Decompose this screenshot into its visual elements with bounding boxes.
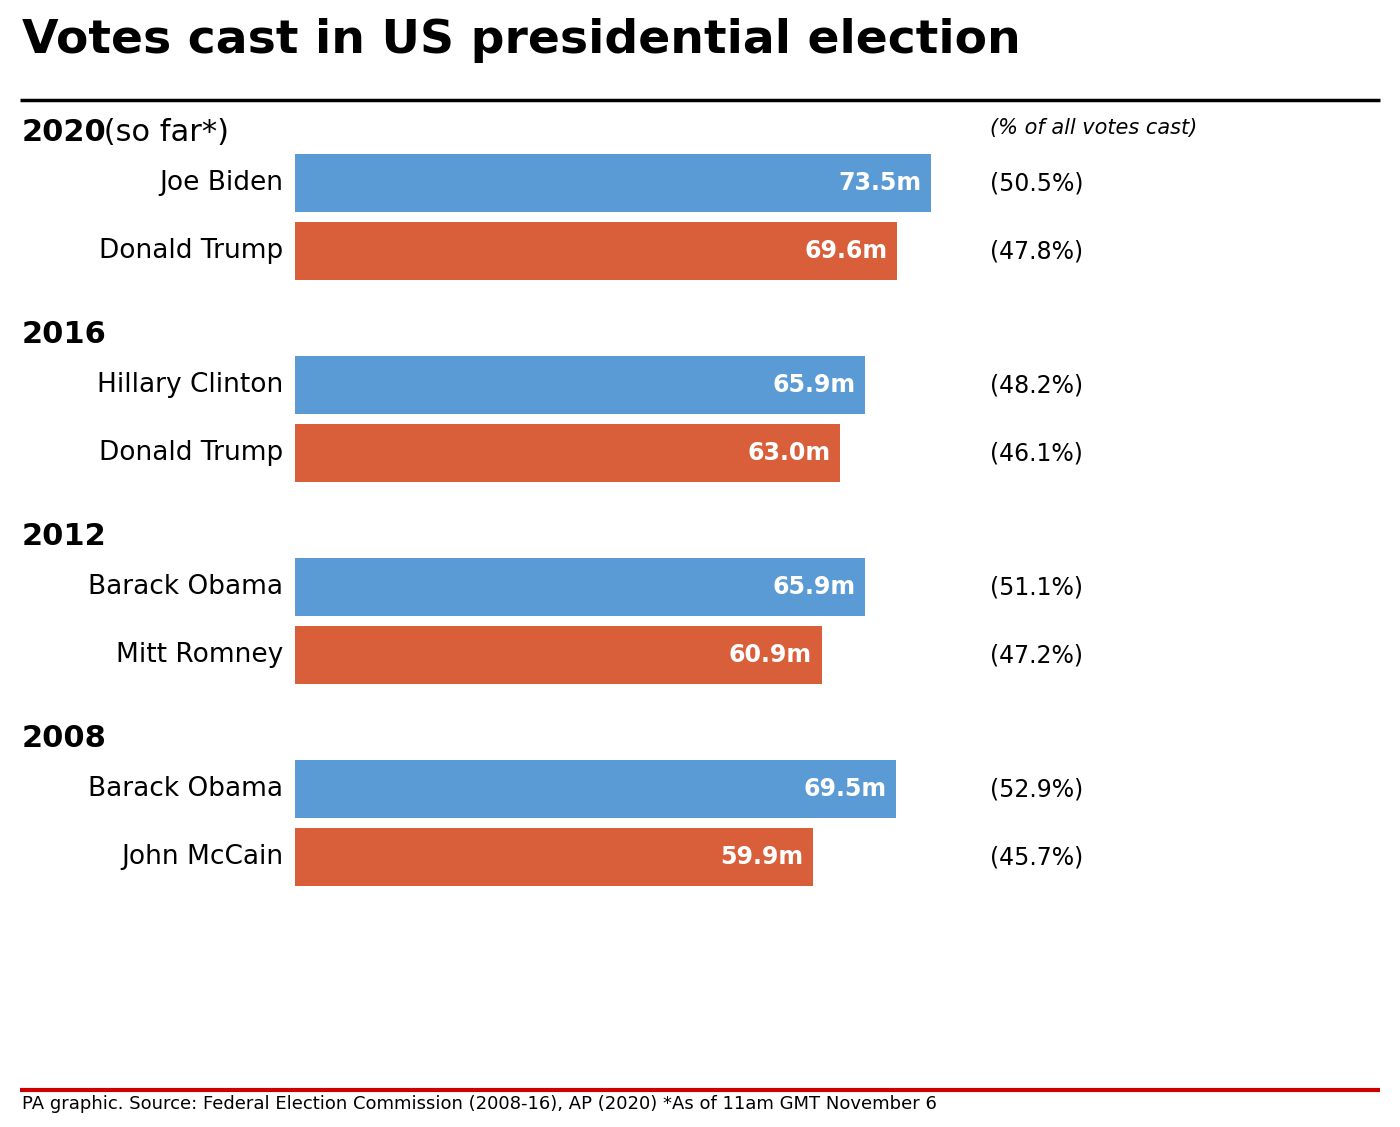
Text: 2012: 2012 <box>22 522 106 551</box>
Text: 69.5m: 69.5m <box>804 777 886 801</box>
Text: Hillary Clinton: Hillary Clinton <box>97 372 283 398</box>
Text: 59.9m: 59.9m <box>720 845 804 869</box>
Bar <box>295 154 931 212</box>
Text: 2020: 2020 <box>22 118 106 147</box>
Text: 69.6m: 69.6m <box>804 239 888 263</box>
Text: Votes cast in US presidential election: Votes cast in US presidential election <box>22 18 1021 63</box>
Text: (52.9%): (52.9%) <box>990 777 1084 801</box>
Bar <box>295 558 865 616</box>
Text: Mitt Romney: Mitt Romney <box>116 642 283 668</box>
Bar <box>295 625 822 684</box>
Bar <box>295 222 897 279</box>
Text: Joe Biden: Joe Biden <box>160 170 283 196</box>
Text: John McCain: John McCain <box>120 844 283 870</box>
Bar <box>295 760 896 818</box>
Text: Donald Trump: Donald Trump <box>99 238 283 264</box>
Text: 2016: 2016 <box>22 320 106 349</box>
Text: 65.9m: 65.9m <box>773 373 855 397</box>
Text: (51.1%): (51.1%) <box>990 575 1084 598</box>
Text: (46.1%): (46.1%) <box>990 441 1082 465</box>
Text: Donald Trump: Donald Trump <box>99 440 283 465</box>
Text: 65.9m: 65.9m <box>773 575 855 598</box>
Bar <box>295 424 840 482</box>
Text: Barack Obama: Barack Obama <box>88 777 283 802</box>
Text: (% of all votes cast): (% of all votes cast) <box>990 118 1197 137</box>
Bar <box>295 356 865 414</box>
Text: 60.9m: 60.9m <box>729 644 812 667</box>
Text: (so far*): (so far*) <box>94 118 230 147</box>
Text: PA graphic. Source: Federal Election Commission (2008-16), AP (2020) *As of 11am: PA graphic. Source: Federal Election Com… <box>22 1095 937 1113</box>
Text: (45.7%): (45.7%) <box>990 845 1084 869</box>
Text: (50.5%): (50.5%) <box>990 171 1084 195</box>
Text: 63.0m: 63.0m <box>748 441 830 465</box>
Text: 73.5m: 73.5m <box>839 171 921 195</box>
Bar <box>295 828 813 886</box>
Text: 2008: 2008 <box>22 724 106 753</box>
Text: (47.8%): (47.8%) <box>990 239 1084 263</box>
Text: (47.2%): (47.2%) <box>990 644 1084 667</box>
Text: (48.2%): (48.2%) <box>990 373 1084 397</box>
Text: Barack Obama: Barack Obama <box>88 574 283 600</box>
